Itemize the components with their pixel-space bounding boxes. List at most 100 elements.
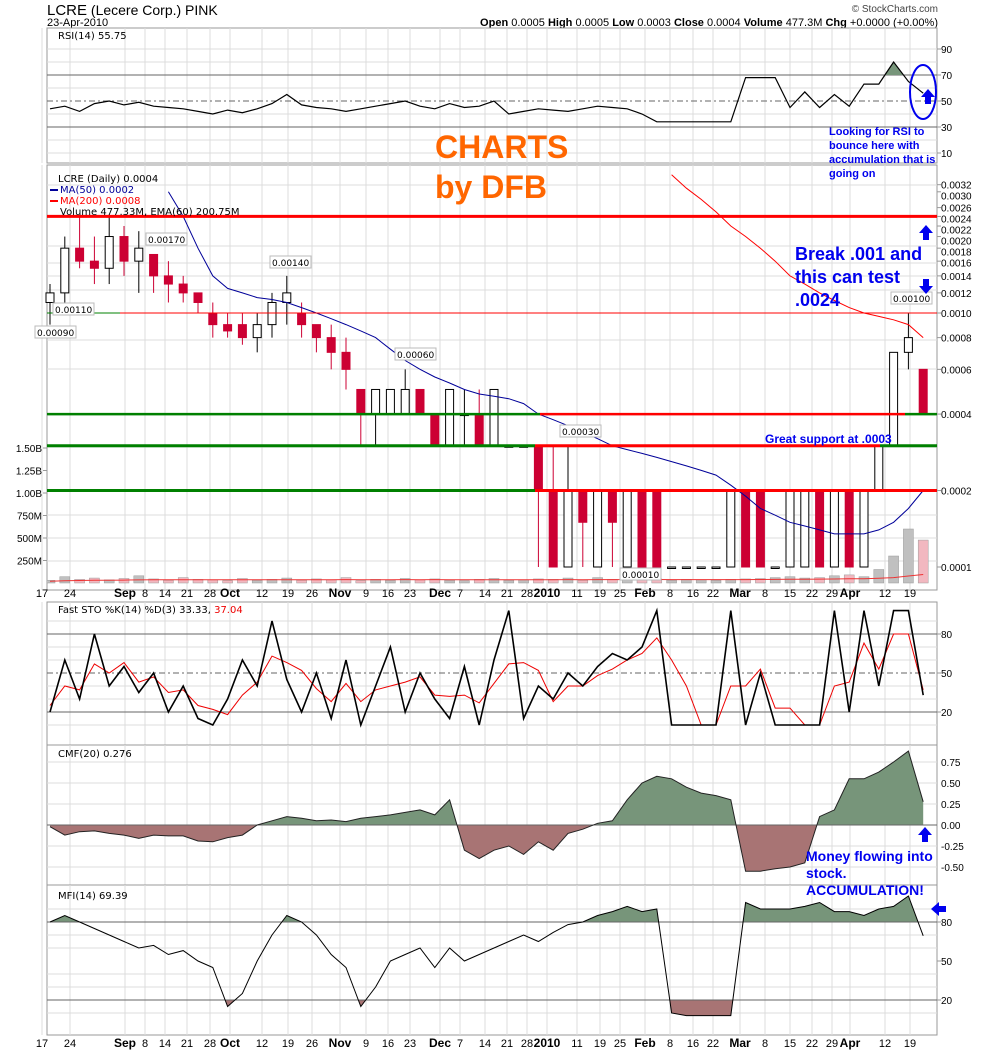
volume-bar: [385, 580, 396, 584]
volume-bar: [118, 578, 130, 584]
rsi-note: accumulation that is: [829, 154, 935, 166]
mfi-line: [49, 895, 924, 1017]
x-axis-label: 8: [667, 588, 673, 600]
rsi-legend: RSI(14) 55.75: [58, 31, 127, 42]
candle-body: [667, 566, 677, 569]
volume-bar: [251, 580, 263, 584]
axis-tick-label: 0.50: [941, 779, 961, 790]
low-value: 0.0003: [637, 17, 671, 29]
candle-body: [89, 260, 99, 269]
x-axis-label: 25: [614, 588, 626, 600]
sto-legend-text: Fast STO %K(14) %D(3) 33.33,: [58, 605, 214, 616]
candle-body: [430, 413, 440, 447]
x-axis-label: Apr: [840, 586, 861, 600]
low-label: Low: [612, 17, 635, 29]
price-tag: 0.00100: [893, 295, 930, 305]
x-axis-label: 16: [687, 588, 699, 600]
x-axis-label: Mar: [729, 586, 751, 600]
price-tag-box: [890, 291, 933, 305]
price-tag: 0.00010: [622, 571, 659, 581]
candle-body: [178, 283, 188, 294]
candle-body: [785, 490, 795, 568]
chg-label: Chg: [825, 17, 847, 29]
candle-body: [489, 388, 499, 447]
x-axis-label: 8: [142, 588, 148, 600]
volume-axis-label: 1.25B: [16, 467, 42, 478]
close-label: Close: [673, 17, 704, 29]
price-tag-box: [559, 424, 602, 438]
sto-legend: Fast STO %K(14) %D(3) 33.33, 37.04: [58, 605, 243, 616]
x-axis-label: 23: [404, 1038, 416, 1050]
x-axis-label: 8: [142, 1038, 148, 1050]
annotation-title: CHARTS: [435, 129, 568, 165]
volume-bar: [429, 578, 441, 584]
x-axis-label: Nov: [329, 586, 352, 600]
volume-bar: [296, 580, 307, 584]
x-axis-label: 28: [204, 1038, 216, 1050]
candle-body: [903, 337, 913, 353]
volume-bar: [163, 580, 174, 584]
x-axis-label: 8: [667, 1038, 673, 1050]
candle-body: [223, 324, 233, 332]
axis-tick-label: 0.0002: [941, 487, 972, 498]
volume-bar: [207, 579, 219, 584]
candle-body: [548, 490, 558, 568]
x-axis-label: 22: [806, 1038, 818, 1050]
axis-tick-label: -0.50: [941, 863, 964, 874]
candle-body: [578, 490, 588, 523]
x-axis-label: 12: [879, 1038, 891, 1050]
x-axis-label: 19: [282, 1038, 294, 1050]
candle-body: [755, 490, 765, 568]
x-axis-label: 9: [363, 1038, 369, 1050]
rsi-line: [49, 60, 924, 123]
volume-bar: [399, 578, 411, 584]
x-axis-label: Sep: [114, 1036, 136, 1050]
volume-bar: [177, 577, 189, 584]
price-tag-box: [34, 325, 77, 339]
axis-tick-label: 0.0004: [941, 410, 972, 421]
x-axis-label: 9: [363, 588, 369, 600]
candle-body: [341, 351, 351, 370]
candle-body: [829, 490, 839, 568]
volume-bar: [503, 580, 515, 584]
open-label: Open: [480, 17, 509, 29]
volume-bar: [769, 577, 781, 584]
ma200-legend: MA(200) 0.0008: [60, 196, 141, 207]
arrow-down-icon: [919, 279, 933, 294]
candle-body: [311, 324, 321, 339]
candle-body: [874, 445, 884, 492]
axis-tick-label: 0.0001: [941, 563, 972, 574]
quote-summary: Open 0.0005 High 0.0005 Low 0.0003 Close…: [480, 17, 938, 29]
volume-bar: [695, 579, 707, 584]
x-axis-label: Nov: [329, 1036, 352, 1050]
x-axis-label: 23: [404, 588, 416, 600]
candle-body: [104, 236, 114, 269]
price-tag: 0.00030: [562, 428, 599, 438]
axis-tick-label: 10: [941, 149, 953, 160]
candle-body: [356, 388, 366, 415]
x-axis-label: 22: [707, 588, 719, 600]
x-axis-label: 17: [36, 588, 48, 600]
mfi-legend: MFI(14) 69.39: [58, 891, 128, 902]
candle-body: [637, 490, 647, 568]
price-tag-box: [269, 255, 312, 269]
x-axis-label: 15: [784, 588, 796, 600]
candle-body: [193, 292, 203, 303]
x-axis-label: 22: [806, 588, 818, 600]
volume-bar: [873, 569, 885, 584]
volume-bar: [74, 579, 85, 584]
x-axis-label: 14: [159, 588, 171, 600]
price-tag: 0.00170: [148, 236, 185, 246]
ma200-line: [671, 174, 924, 338]
candle-body: [267, 301, 277, 326]
candle-body: [593, 490, 603, 568]
volume-bar: [577, 580, 589, 584]
axis-tick-label: 80: [941, 918, 953, 929]
volume-bar: [533, 578, 544, 584]
candle-body: [445, 388, 455, 447]
volume-bar: [444, 580, 455, 584]
volume-bar: [755, 578, 766, 584]
arrow-up-icon: [921, 89, 935, 104]
high-label: High: [547, 17, 573, 29]
